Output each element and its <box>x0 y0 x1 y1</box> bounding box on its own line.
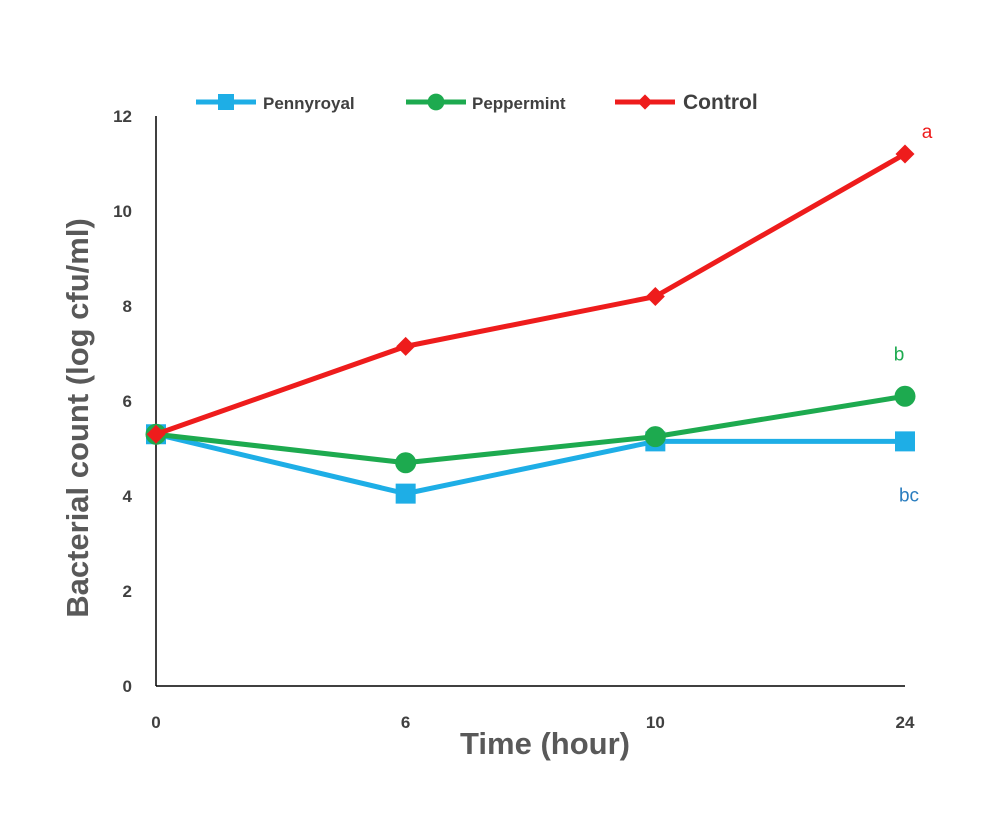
x-tick-label: 10 <box>646 713 665 732</box>
y-tick-label: 0 <box>123 677 132 696</box>
series-control <box>146 144 915 444</box>
y-tick-label: 12 <box>113 107 132 126</box>
legend-swatch-marker <box>637 94 653 110</box>
legend-item-pennyroyal: Pennyroyal <box>196 94 355 113</box>
data-point-control <box>146 424 166 444</box>
significance-label: bc <box>899 485 919 506</box>
series-pennyroyal <box>146 424 915 504</box>
y-tick-label: 2 <box>123 582 132 601</box>
series-group <box>145 144 916 504</box>
y-tick-label: 8 <box>123 297 132 316</box>
data-point-pennyroyal <box>895 431 915 452</box>
x-tick-label: 6 <box>401 713 410 732</box>
data-point-control <box>895 144 915 164</box>
significance-label: a <box>922 122 933 143</box>
series-line-peppermint <box>155 393 906 466</box>
series-line-control <box>155 151 907 437</box>
legend-swatch-marker <box>218 94 234 110</box>
data-point-peppermint <box>644 426 666 448</box>
annotations: a b bc <box>894 122 933 506</box>
x-tick-labels: 0 6 10 24 <box>151 713 915 732</box>
y-tick-label: 6 <box>123 392 132 411</box>
data-point-control <box>645 287 665 306</box>
y-tick-label: 4 <box>123 487 133 506</box>
legend-label: Control <box>683 91 758 114</box>
legend-item-peppermint: Peppermint <box>406 93 566 113</box>
significance-label: b <box>894 344 905 365</box>
data-point-peppermint <box>894 385 916 407</box>
data-point-peppermint <box>395 452 417 474</box>
data-point-pennyroyal <box>395 483 416 504</box>
series-line-pennyroyal <box>155 431 905 497</box>
series-peppermint <box>145 385 916 474</box>
x-tick-label: 0 <box>151 713 160 732</box>
x-tick-label: 24 <box>896 713 915 732</box>
data-point-control <box>396 336 416 356</box>
y-tick-labels: 0 2 4 6 8 10 12 <box>113 107 132 696</box>
axes <box>155 116 905 687</box>
legend-label: Pennyroyal <box>263 94 355 113</box>
legend-label: Peppermint <box>472 94 566 113</box>
legend-item-control: Control <box>615 91 758 114</box>
x-axis-title: Time (hour) <box>460 726 630 761</box>
legend-swatch-marker <box>427 93 445 111</box>
y-axis-title: Bacterial count (log cfu/ml) <box>60 218 95 618</box>
legend: Pennyroyal Peppermint Control <box>196 91 758 114</box>
y-tick-label: 10 <box>113 202 132 221</box>
